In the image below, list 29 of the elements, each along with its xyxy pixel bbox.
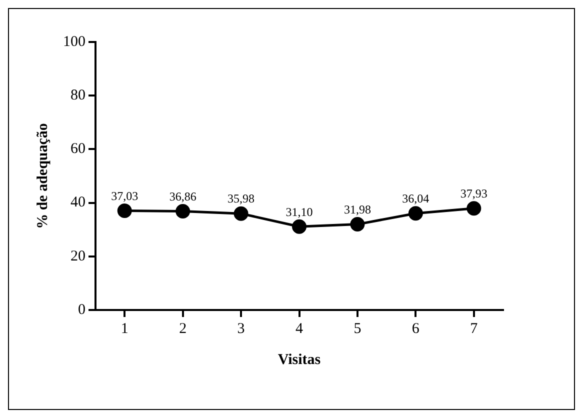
point	[408, 206, 423, 221]
y-tick-label: 0	[78, 302, 86, 318]
x-tick-label: 7	[470, 320, 478, 337]
point	[117, 204, 132, 218]
point	[350, 217, 365, 232]
point	[234, 206, 248, 221]
y-tick-label: 20	[70, 248, 86, 264]
data-label: 36,04	[402, 192, 430, 206]
x-tick-label: 2	[179, 320, 187, 337]
data-label: 35,98	[228, 192, 255, 206]
x-tick-label: 4	[296, 320, 304, 337]
data-label: 37,93	[460, 186, 488, 201]
data-label: 31,10	[286, 204, 313, 219]
point	[176, 204, 190, 218]
x-axis-title: Visitas	[278, 352, 321, 368]
data-label: 31,98	[344, 202, 371, 216]
y-tick-label: 100	[63, 34, 86, 50]
y-tick-label: 60	[70, 141, 86, 158]
x-tick-label: 6	[412, 320, 420, 337]
x-tick-label: 3	[237, 320, 245, 337]
data-label: 37,03	[111, 188, 138, 203]
y-tick-label: 80	[70, 88, 86, 104]
x-tick-label: 1	[120, 320, 128, 337]
point	[466, 201, 482, 216]
y-axis-title: % de adequação	[34, 123, 51, 229]
data-label: 36,86	[169, 189, 196, 204]
point	[292, 219, 306, 234]
x-tick-label: 5	[354, 320, 362, 337]
y-tick-label: 40	[70, 194, 86, 211]
